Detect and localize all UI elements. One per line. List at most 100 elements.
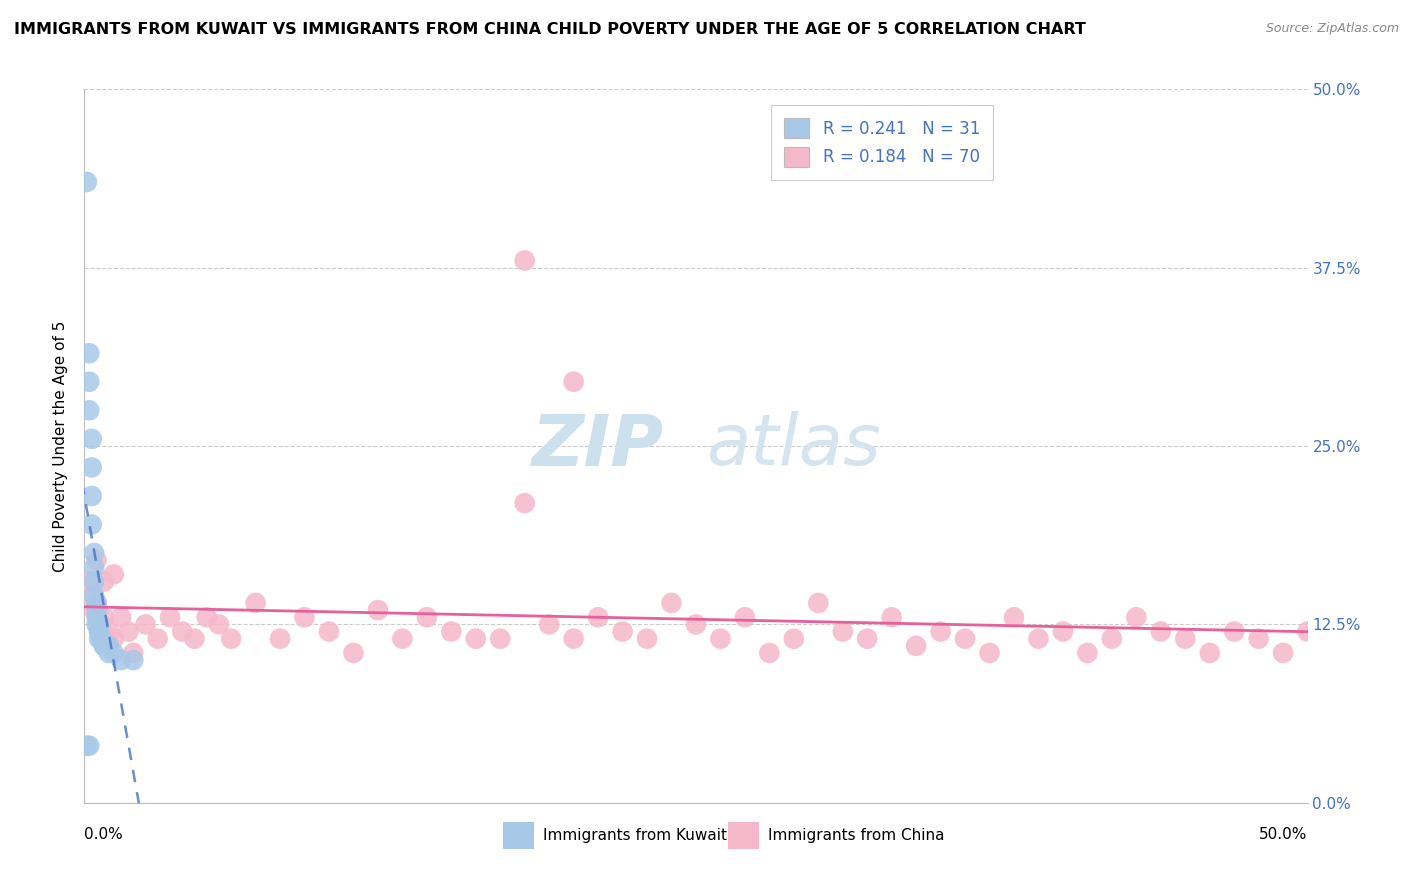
Text: 0.0%: 0.0% (84, 827, 124, 841)
Point (856, 632, 879, 646)
Point (83, 546, 105, 560)
Point (269, 632, 291, 646)
Point (979, 646, 1001, 660)
Text: Source: ZipAtlas.com: Source: ZipAtlas.com (1265, 22, 1399, 36)
Point (117, 624, 139, 639)
Point (586, 610, 609, 624)
Point (103, 567, 125, 582)
Point (758, 646, 780, 660)
Point (342, 646, 364, 660)
Point (1150, 624, 1173, 639)
Point (636, 632, 658, 646)
Point (80, 489, 103, 503)
Point (86, 596, 108, 610)
Point (122, 646, 145, 660)
Point (77, 574, 100, 589)
Point (93, 639, 115, 653)
Point (146, 632, 169, 646)
Point (86, 553, 108, 567)
Point (562, 632, 585, 646)
Point (1028, 632, 1050, 646)
Point (953, 632, 976, 646)
Point (1052, 624, 1074, 639)
Legend: R = 0.241   N = 31, R = 0.184   N = 70: R = 0.241 N = 31, R = 0.184 N = 70 (770, 104, 994, 180)
Point (103, 646, 125, 660)
Point (90, 632, 112, 646)
Point (110, 653, 132, 667)
Point (76, 175, 98, 189)
Point (183, 632, 205, 646)
Point (90, 617, 112, 632)
Point (208, 617, 231, 632)
Point (103, 632, 125, 646)
Point (83, 589, 105, 603)
Point (709, 632, 731, 646)
Point (77, 403, 100, 417)
Point (97, 639, 120, 653)
Point (172, 624, 194, 639)
Point (93, 574, 115, 589)
Point (93, 639, 115, 653)
Point (86, 596, 108, 610)
Point (135, 617, 157, 632)
Point (83, 603, 105, 617)
Point (80, 589, 103, 603)
Point (87, 617, 110, 632)
Point (440, 624, 463, 639)
Point (1272, 646, 1295, 660)
Point (1174, 632, 1197, 646)
Text: Immigrants from Kuwait: Immigrants from Kuwait (543, 829, 727, 843)
Point (612, 624, 634, 639)
Point (318, 624, 340, 639)
Point (96, 632, 118, 646)
Point (122, 653, 145, 667)
Point (87, 624, 110, 639)
Point (513, 496, 536, 510)
Point (97, 624, 120, 639)
Point (77, 375, 100, 389)
Point (783, 632, 806, 646)
Point (661, 596, 683, 610)
Point (76, 739, 98, 753)
Point (83, 574, 105, 589)
Y-axis label: Child Poverty Under the Age of 5: Child Poverty Under the Age of 5 (53, 320, 69, 572)
Point (86, 603, 108, 617)
Point (1076, 646, 1098, 660)
Point (1223, 624, 1246, 639)
Point (513, 253, 536, 268)
Point (831, 624, 853, 639)
Point (80, 432, 103, 446)
Point (110, 610, 132, 624)
Point (77, 739, 100, 753)
Point (86, 617, 108, 632)
Point (1198, 646, 1220, 660)
Text: IMMIGRANTS FROM KUWAIT VS IMMIGRANTS FROM CHINA CHILD POVERTY UNDER THE AGE OF 5: IMMIGRANTS FROM KUWAIT VS IMMIGRANTS FRO… (14, 22, 1085, 37)
Point (195, 610, 218, 624)
Point (489, 632, 512, 646)
Point (734, 610, 756, 624)
Point (90, 632, 112, 646)
Point (1296, 624, 1319, 639)
Point (538, 617, 561, 632)
Text: 50.0%: 50.0% (1260, 827, 1308, 841)
Point (905, 639, 928, 653)
Point (367, 603, 389, 617)
Point (1101, 632, 1123, 646)
Text: atlas: atlas (707, 411, 882, 481)
Point (97, 646, 120, 660)
Point (464, 632, 486, 646)
Point (80, 460, 103, 475)
Point (87, 624, 110, 639)
Point (96, 639, 118, 653)
Point (93, 610, 115, 624)
Point (219, 632, 242, 646)
Point (1002, 610, 1025, 624)
Point (880, 610, 903, 624)
Point (416, 610, 439, 624)
Point (294, 610, 316, 624)
Point (391, 632, 413, 646)
Point (83, 560, 105, 574)
Point (159, 610, 181, 624)
Point (929, 624, 952, 639)
Point (807, 596, 830, 610)
